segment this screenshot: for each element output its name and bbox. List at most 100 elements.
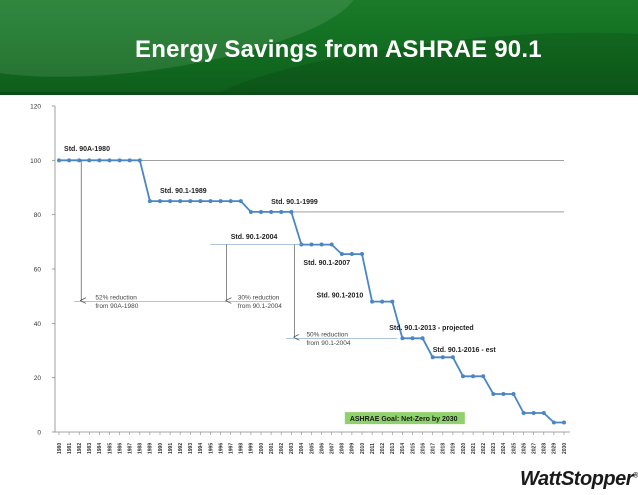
goal-box — [344, 412, 465, 425]
y-tick-label: 60 — [34, 267, 42, 274]
x-tick-label: 2000 — [259, 443, 265, 454]
data-point — [541, 410, 546, 415]
x-tick-label: 1989 — [148, 443, 154, 454]
data-point — [147, 199, 152, 204]
data-point — [360, 252, 364, 257]
x-tick-label: 1987 — [128, 443, 134, 454]
x-tick-label: 2004 — [299, 443, 305, 454]
data-point — [137, 158, 142, 163]
data-point — [309, 242, 314, 247]
data-point — [420, 336, 425, 341]
reduction-label: 30% reduction — [238, 295, 280, 302]
data-point — [551, 420, 556, 425]
reduction-label: 52% reduction — [95, 295, 137, 302]
x-tick-label: 1988 — [138, 443, 144, 454]
x-tick-label: 2025 — [511, 443, 517, 454]
data-point — [259, 209, 263, 214]
reduction-label: 50% reduction — [306, 331, 348, 338]
x-tick-label: 2024 — [501, 443, 507, 454]
x-tick-label: 2027 — [532, 443, 538, 454]
x-tick-label: 2019 — [451, 443, 457, 454]
x-tick-label: 2022 — [481, 443, 487, 454]
data-point — [208, 199, 213, 204]
data-point — [430, 355, 435, 360]
x-tick-label: 2002 — [279, 443, 285, 454]
data-point — [410, 336, 415, 341]
x-tick-label: 2021 — [471, 443, 477, 454]
data-point — [319, 242, 324, 247]
data-point — [127, 158, 132, 163]
wattstopper-logo: WattStopper® — [520, 468, 638, 491]
x-tick-label: 1996 — [218, 443, 224, 454]
slide-title: Energy Savings from ASHRAE 90.1 — [135, 36, 542, 63]
x-tick-label: 1983 — [87, 443, 93, 454]
goal-label: ASHRAE Goal: Net-Zero by 2030 — [350, 416, 458, 423]
x-tick-label: 1997 — [229, 443, 235, 454]
reference-lines — [139, 159, 564, 213]
data-point — [198, 199, 203, 204]
x-tick-label: 2001 — [269, 443, 275, 454]
x-tick-label: 2014 — [400, 443, 406, 454]
data-point — [339, 252, 344, 257]
x-tick-label: 2006 — [319, 443, 325, 454]
x-tick-label: 1981 — [67, 443, 73, 454]
data-point — [471, 374, 476, 379]
reduction-sublabel: from 90.1-2004 — [306, 340, 350, 347]
x-tick-label: 2017 — [431, 443, 437, 454]
x-tick-label: 2010 — [360, 443, 366, 454]
data-point — [511, 391, 516, 396]
data-point — [481, 374, 486, 379]
x-tick-label: 1995 — [208, 443, 214, 454]
data-point — [531, 410, 536, 415]
y-tick-label: 100 — [30, 158, 41, 165]
x-tick-label: 1980 — [57, 443, 63, 454]
data-point — [450, 355, 455, 360]
data-point — [168, 199, 173, 204]
x-tick-label: 2005 — [309, 443, 315, 454]
standard-label: Std. 90A-1980 — [64, 146, 110, 153]
standard-label: Std. 90.1-1989 — [160, 188, 207, 195]
data-point — [501, 391, 506, 396]
y-tick-label: 120 — [30, 104, 41, 111]
x-tick-label: 1982 — [77, 443, 83, 454]
x-tick-label: 2011 — [370, 443, 376, 454]
x-tick-label: 1985 — [107, 443, 113, 454]
data-point — [97, 158, 102, 163]
x-tick-label: 1991 — [168, 443, 174, 454]
x-tick-label: 2018 — [441, 443, 447, 454]
x-tick-label: 2003 — [289, 443, 295, 454]
y-tick-label: 0 — [37, 430, 41, 437]
y-tick-label: 20 — [34, 375, 42, 382]
data-point — [117, 158, 122, 163]
data-point — [158, 199, 162, 204]
data-point — [289, 209, 294, 214]
x-tick-label: 1992 — [178, 443, 184, 454]
x-tick-label: 2029 — [552, 443, 558, 454]
standard-label: Std. 90.1-2010 — [317, 293, 364, 300]
x-tick-label: 1986 — [117, 443, 123, 454]
data-point — [370, 299, 375, 304]
standard-label: Std. 90.1-2004 — [231, 234, 278, 241]
data-point — [77, 158, 82, 163]
x-tick-label: 1998 — [239, 443, 245, 454]
energy-savings-chart: 0 20 40 60 80 100 120 1980 1981 1982 1983 1984 1985 1… — [30, 104, 570, 454]
x-tick-label: 2028 — [542, 443, 548, 454]
x-tick-label: 2030 — [562, 443, 568, 454]
data-point — [178, 199, 183, 204]
data-point — [107, 158, 112, 163]
data-point — [279, 209, 284, 214]
standard-label: Std. 90.1-1999 — [271, 199, 318, 206]
x-tick-label: 2009 — [350, 443, 356, 454]
x-tick-label: 1990 — [158, 443, 164, 454]
title-banner: Energy Savings from ASHRAE 90.1 — [0, 0, 638, 92]
x-tick-label: 1984 — [97, 443, 103, 454]
y-tick-label: 80 — [34, 212, 42, 219]
data-point — [188, 199, 193, 204]
x-tick-label: 1999 — [249, 443, 255, 454]
data-point — [390, 299, 395, 304]
data-point — [218, 199, 223, 204]
data-point — [491, 391, 496, 396]
data-point — [400, 336, 405, 341]
